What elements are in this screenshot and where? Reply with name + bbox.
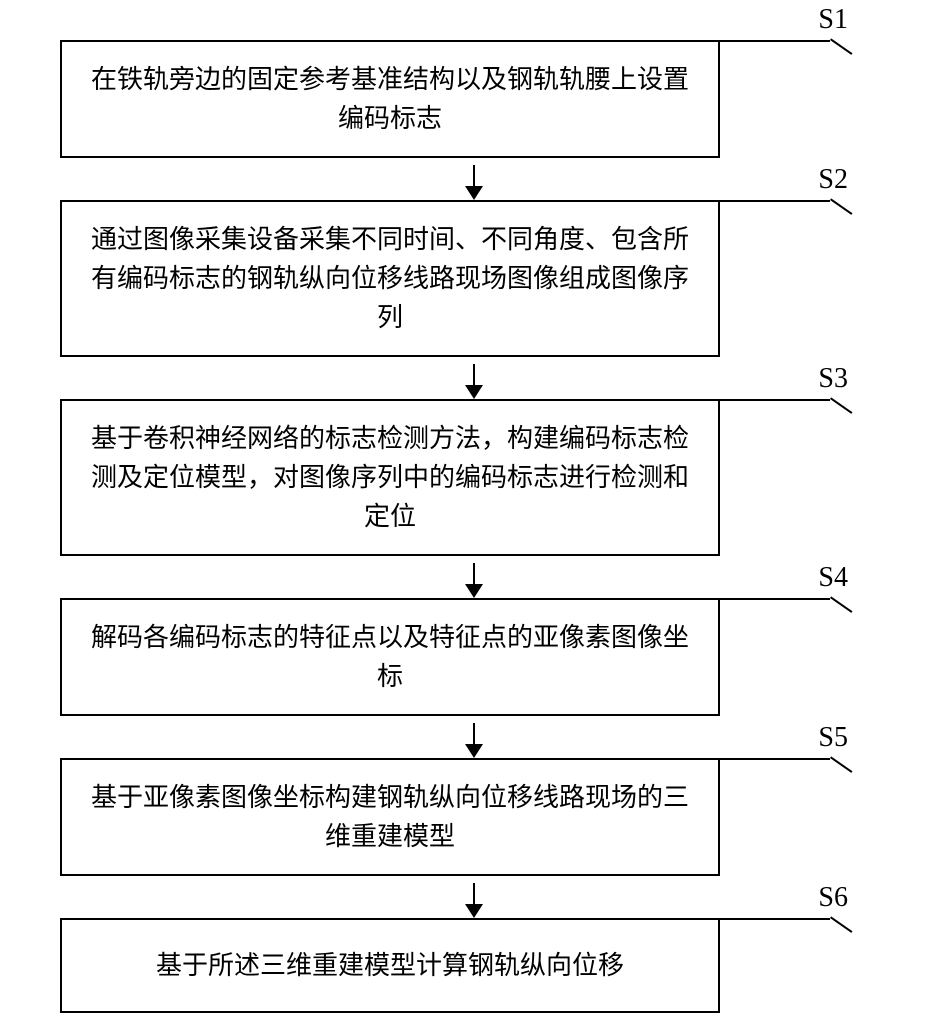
leader-diagonal-s4 bbox=[830, 596, 852, 613]
leader-line-s6 bbox=[720, 918, 830, 920]
step-label-s6: S6 bbox=[818, 882, 848, 914]
step-text-s4: 解码各编码标志的特征点以及特征点的亚像素图像坐标 bbox=[86, 618, 694, 696]
arrow-s4-s5 bbox=[144, 716, 804, 758]
leader-line-s3 bbox=[720, 399, 830, 401]
arrow-head bbox=[465, 744, 483, 758]
leader-diagonal-s2 bbox=[830, 198, 852, 215]
arrow-head bbox=[465, 904, 483, 918]
step-box-s6: 基于所述三维重建模型计算钢轨纵向位移 bbox=[60, 918, 720, 1013]
step-text-s3: 基于卷积神经网络的标志检测方法，构建编码标志检测及定位模型，对图像序列中的编码标… bbox=[86, 419, 694, 536]
step-row-s3: 基于卷积神经网络的标志检测方法，构建编码标志检测及定位模型，对图像序列中的编码标… bbox=[60, 399, 888, 556]
step-box-s2: 通过图像采集设备采集不同时间、不同角度、包含所有编码标志的钢轨纵向位移线路现场图… bbox=[60, 200, 720, 357]
step-text-s1: 在铁轨旁边的固定参考基准结构以及钢轨轨腰上设置编码标志 bbox=[86, 60, 694, 138]
step-label-s3: S3 bbox=[818, 363, 848, 395]
step-label-s2: S2 bbox=[818, 164, 848, 196]
step-box-s3: 基于卷积神经网络的标志检测方法，构建编码标志检测及定位模型，对图像序列中的编码标… bbox=[60, 399, 720, 556]
step-text-s6: 基于所述三维重建模型计算钢轨纵向位移 bbox=[156, 946, 624, 985]
step-text-s5: 基于亚像素图像坐标构建钢轨纵向位移线路现场的三维重建模型 bbox=[86, 778, 694, 856]
arrow-s3-s4 bbox=[144, 556, 804, 598]
step-text-s2: 通过图像采集设备采集不同时间、不同角度、包含所有编码标志的钢轨纵向位移线路现场图… bbox=[86, 220, 694, 337]
leader-line-s5 bbox=[720, 758, 830, 760]
leader-line-s2 bbox=[720, 200, 830, 202]
step-row-s6: 基于所述三维重建模型计算钢轨纵向位移 S6 bbox=[60, 918, 888, 1013]
arrow-head bbox=[465, 385, 483, 399]
arrow-s5-s6 bbox=[144, 876, 804, 918]
step-row-s4: 解码各编码标志的特征点以及特征点的亚像素图像坐标 S4 bbox=[60, 598, 888, 716]
step-label-s4: S4 bbox=[818, 562, 848, 594]
arrow-s1-s2 bbox=[144, 158, 804, 200]
leader-diagonal-s1 bbox=[830, 38, 852, 55]
arrow-s2-s3 bbox=[144, 357, 804, 399]
leader-line-s4 bbox=[720, 598, 830, 600]
step-box-s1: 在铁轨旁边的固定参考基准结构以及钢轨轨腰上设置编码标志 bbox=[60, 40, 720, 158]
leader-diagonal-s5 bbox=[830, 756, 852, 773]
step-label-s5: S5 bbox=[818, 722, 848, 754]
step-box-s4: 解码各编码标志的特征点以及特征点的亚像素图像坐标 bbox=[60, 598, 720, 716]
arrow-head bbox=[465, 186, 483, 200]
leader-diagonal-s6 bbox=[830, 916, 852, 933]
step-label-s1: S1 bbox=[818, 4, 848, 36]
step-box-s5: 基于亚像素图像坐标构建钢轨纵向位移线路现场的三维重建模型 bbox=[60, 758, 720, 876]
step-row-s2: 通过图像采集设备采集不同时间、不同角度、包含所有编码标志的钢轨纵向位移线路现场图… bbox=[60, 200, 888, 357]
leader-diagonal-s3 bbox=[830, 397, 852, 414]
flowchart-container: 在铁轨旁边的固定参考基准结构以及钢轨轨腰上设置编码标志 S1 通过图像采集设备采… bbox=[60, 40, 888, 1013]
leader-line-s1 bbox=[720, 40, 830, 42]
arrow-head bbox=[465, 584, 483, 598]
step-row-s5: 基于亚像素图像坐标构建钢轨纵向位移线路现场的三维重建模型 S5 bbox=[60, 758, 888, 876]
step-row-s1: 在铁轨旁边的固定参考基准结构以及钢轨轨腰上设置编码标志 S1 bbox=[60, 40, 888, 158]
